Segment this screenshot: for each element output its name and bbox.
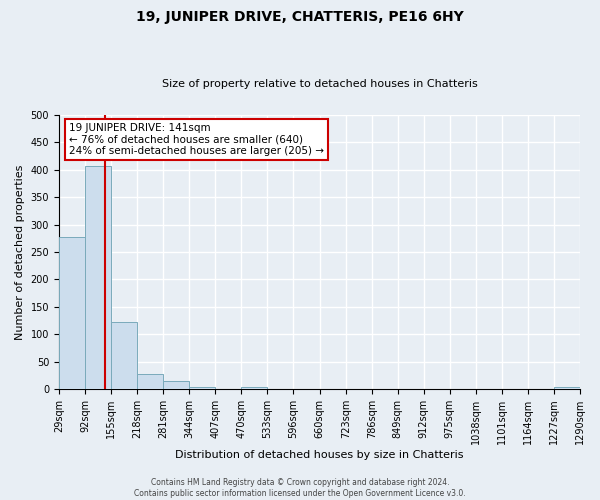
Text: 19, JUNIPER DRIVE, CHATTERIS, PE16 6HY: 19, JUNIPER DRIVE, CHATTERIS, PE16 6HY: [136, 10, 464, 24]
Text: Contains HM Land Registry data © Crown copyright and database right 2024.
Contai: Contains HM Land Registry data © Crown c…: [134, 478, 466, 498]
Text: 19 JUNIPER DRIVE: 141sqm
← 76% of detached houses are smaller (640)
24% of semi-: 19 JUNIPER DRIVE: 141sqm ← 76% of detach…: [70, 123, 325, 156]
Title: Size of property relative to detached houses in Chatteris: Size of property relative to detached ho…: [161, 79, 478, 89]
Bar: [554, 388, 580, 389]
Bar: [189, 388, 215, 389]
Bar: [111, 322, 137, 389]
Bar: [59, 236, 85, 389]
X-axis label: Distribution of detached houses by size in Chatteris: Distribution of detached houses by size …: [175, 450, 464, 460]
Bar: [137, 374, 163, 389]
Bar: [85, 166, 111, 389]
Bar: [163, 382, 189, 389]
Y-axis label: Number of detached properties: Number of detached properties: [15, 164, 25, 340]
Bar: [241, 388, 267, 389]
